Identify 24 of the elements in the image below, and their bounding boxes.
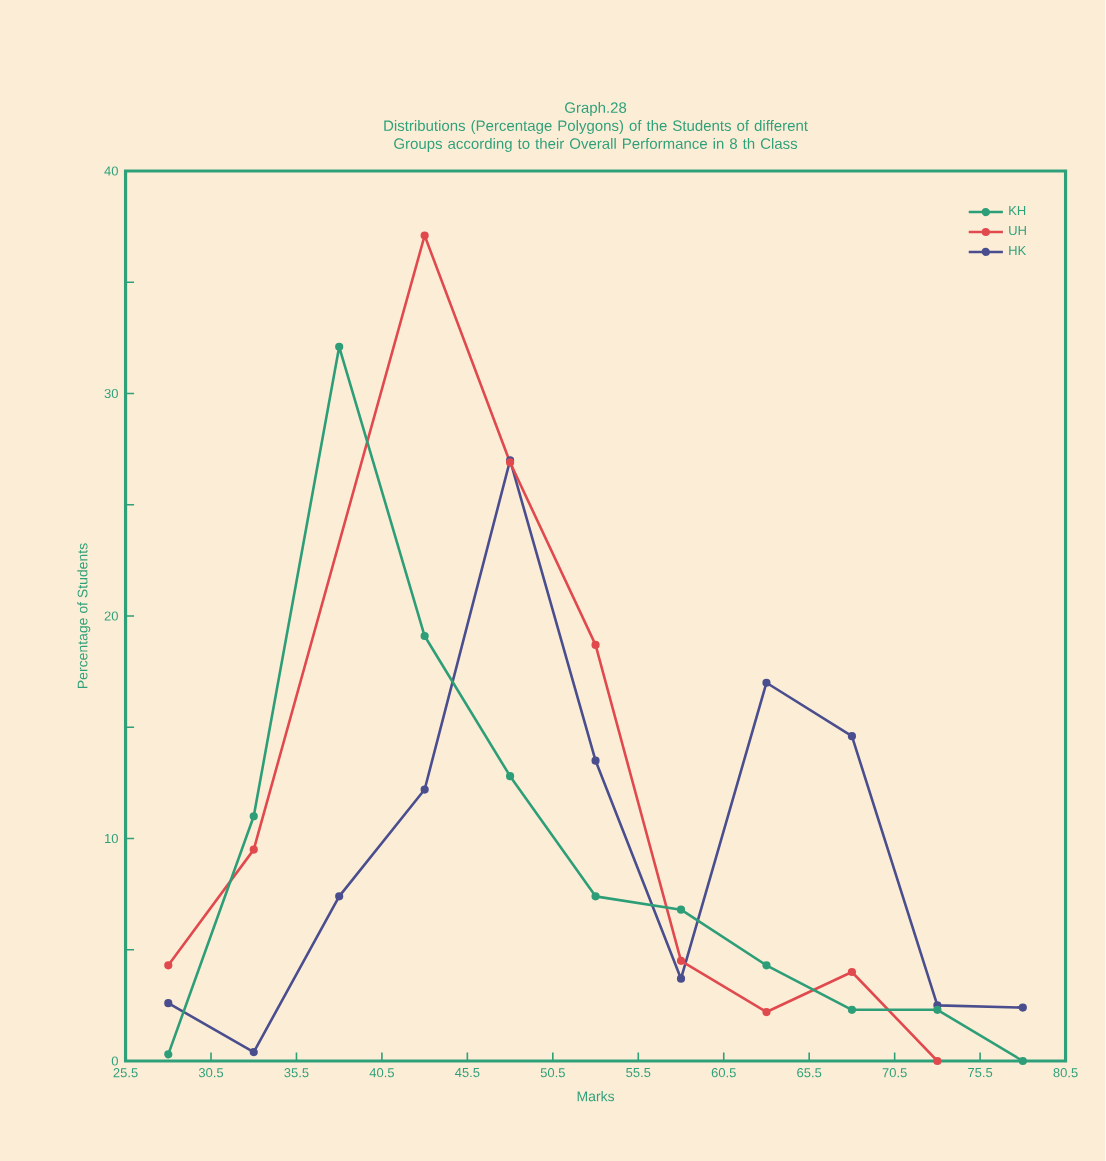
x-tick-label: 75.5 (968, 1068, 993, 1078)
x-tick-label: 50.5 (540, 1068, 566, 1078)
x-tick-label: 80.5 (1053, 1068, 1078, 1078)
y-tick-label: 10 (105, 833, 119, 844)
x-axis-title: Marks (577, 1091, 615, 1102)
y-tick-label: 30 (104, 388, 119, 399)
y-tick-label: 0 (111, 1056, 119, 1066)
legend-label: UH (1009, 226, 1027, 236)
legend-label: HK (1009, 245, 1027, 255)
x-tick-label: 55.5 (626, 1068, 651, 1078)
y-tick-label: 20 (104, 611, 119, 621)
x-tick-label: 60.5 (711, 1068, 737, 1078)
x-tick-label: 70.5 (882, 1068, 907, 1078)
chart-title: Graph.28 (565, 101, 627, 116)
x-tick-label: 25.5 (113, 1068, 138, 1078)
chart-subtitle: Distributions (Percentage Polygons) of the Students of different Groups according to their Overall Performance in 8 th Class (384, 119, 809, 152)
y-tick-label: 40 (104, 166, 119, 176)
x-tick-label: 40.5 (369, 1068, 395, 1078)
x-tick-label: 65.5 (797, 1068, 822, 1078)
legend-label: KH (1009, 206, 1026, 216)
y-axis-title: Percentage of Students (77, 543, 91, 688)
x-tick-label: 35.5 (284, 1068, 309, 1078)
x-tick-label: 30.5 (199, 1068, 224, 1078)
x-tick-label: 45.5 (455, 1068, 480, 1078)
